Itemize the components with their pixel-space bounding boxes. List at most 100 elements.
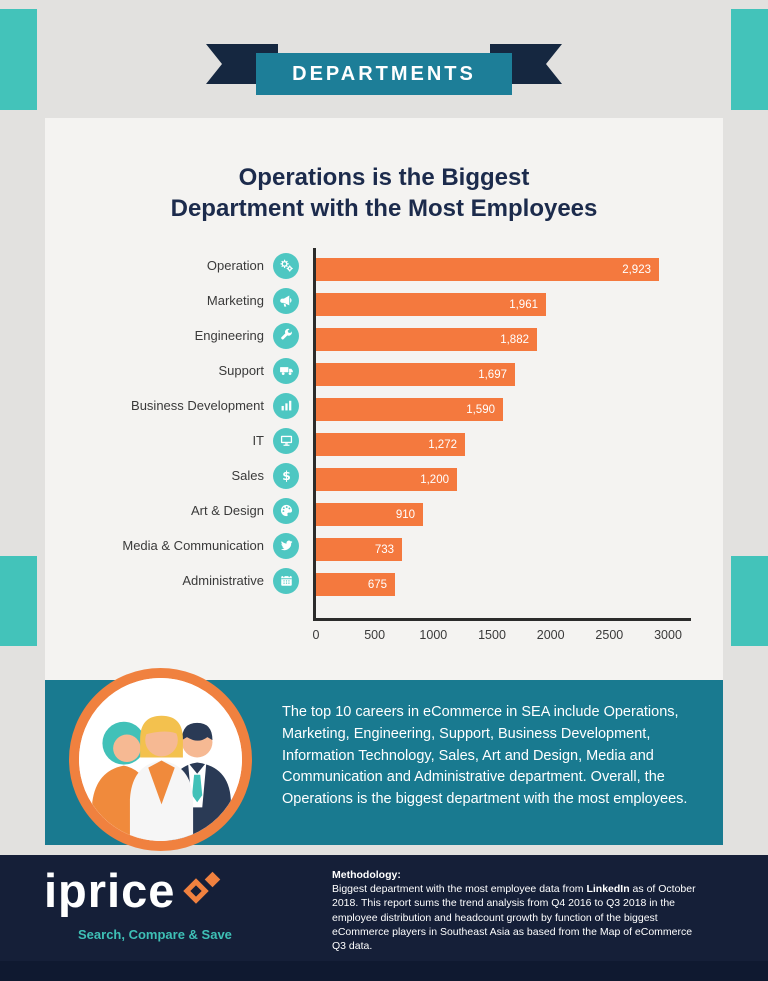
chart-category-row: Operation [77,248,313,283]
bar-row: 910 [316,497,691,532]
category-label: Art & Design [191,503,264,519]
methodology-label: Methodology: [332,869,401,881]
category-label: Administrative [182,573,264,589]
category-labels-column: Operation Marketing Engineering Support Busi… [77,248,313,621]
bar-value-label: 1,590 [466,403,495,416]
bar-value-label: 1,697 [478,368,507,381]
category-label: Support [218,363,264,379]
x-tick-label: 500 [364,628,386,643]
logo-diamond-dot [205,871,221,887]
bar: 1,882 [316,328,537,352]
chart-card: Operations is the Biggest Department wit… [45,118,723,851]
x-tick-label: 2000 [536,628,565,643]
tagline: Search, Compare & Save [78,927,232,942]
banner-title-box: DEPARTMENTS [256,53,512,95]
chart-title: Operations is the Biggest Department wit… [45,118,723,224]
summary-text: The top 10 careers in eCommerce in SEA i… [282,704,688,807]
category-label: Operation [206,258,264,274]
bar-value-label: 1,882 [500,333,529,346]
bar: 1,272 [316,433,465,457]
bar: 2,923 [316,258,659,282]
bar-chart-icon [273,392,299,419]
chart-category-row: Sales $ [77,458,313,493]
x-axis-ticks: 0 500 1000 1500 2000 2500 3000 [312,621,682,645]
logo-diamond-outline [183,877,210,904]
chart-plot-area: Operation Marketing Engineering Support Busi… [77,248,691,622]
bar-row: 1,272 [316,427,691,462]
chart-category-row: Business Development [77,388,313,423]
bar-row: 2,923 [316,252,691,287]
bar-value-label: 910 [395,508,415,521]
chart-title-line1: Operations is the Biggest [238,164,530,191]
truck-icon [273,357,299,384]
bar: 675 [316,573,395,597]
methodology: Methodology: Biggest department with the… [332,868,706,953]
x-tick-label: 3000 [654,628,682,643]
bar-row: 733 [316,532,691,567]
teal-accent-top-left [0,9,37,110]
departments-banner: DEPARTMENTS [206,44,562,102]
chart-category-row: Media & Communication [77,528,313,563]
gears-icon [273,252,299,279]
teal-accent-mid-left [0,556,37,646]
x-tick-label: 1000 [419,628,448,643]
category-label: Media & Communication [122,538,264,554]
x-tick-label: 1500 [478,628,506,643]
chart-category-row: Engineering [77,318,313,353]
iprice-logo: iprice [44,864,221,917]
x-axis: 0 500 1000 1500 2000 2500 3000 [312,621,691,645]
bar-value-label: 1,200 [420,473,449,486]
teal-accent-top-right [731,9,768,110]
footer: iprice Search, Compare & Save Methodolog… [0,855,768,981]
methodology-text: Biggest department with the most employe… [332,882,706,953]
chart-category-row: Administrative [77,563,313,598]
bar-value-label: 733 [374,543,394,556]
category-label: Marketing [206,293,264,309]
people-illustration-image [79,678,242,841]
twitter-icon [273,532,299,559]
bar-chart: Operation Marketing Engineering Support Busi… [77,248,691,645]
category-label: IT [252,433,264,449]
bars-column: 2,923 1,961 1,882 1,697 1,590 1,272 1,200 910 73… [313,248,691,622]
palette-icon [273,497,299,524]
bar-row: 1,697 [316,357,691,392]
bar: 1,590 [316,398,503,422]
bar-row: 675 [316,567,691,602]
iprice-logo-icon [183,871,221,909]
bar-value-label: 675 [367,578,387,591]
methodology-text-post: as of October 2018. This report sums the… [332,883,696,952]
teal-accent-mid-right [731,556,768,646]
category-label: Business Development [131,398,264,414]
bar: 1,961 [316,293,546,317]
bar-row: 1,200 [316,462,691,497]
x-tick-label: 2500 [595,628,624,643]
x-tick-label: 0 [312,628,320,643]
bar-value-label: 1,272 [428,438,457,451]
chart-category-row: Art & Design [77,493,313,528]
methodology-text-bold: LinkedIn [586,883,630,896]
chart-section: Operations is the Biggest Department wit… [45,118,723,680]
bar: 910 [316,503,423,527]
bar-value-label: 2,923 [622,263,651,276]
category-label: Sales [231,468,264,484]
chart-category-row: Marketing [77,283,313,318]
svg-text:$: $ [282,469,291,483]
methodology-text-pre: Biggest department with the most employe… [332,883,587,896]
summary-band: The top 10 careers in eCommerce in SEA i… [45,668,723,851]
chart-category-row: IT [77,423,313,458]
calendar-icon [273,567,299,594]
footer-bottom-strip [0,961,768,981]
people-illustration [69,668,252,851]
bar-row: 1,590 [316,392,691,427]
bar-row: 1,961 [316,287,691,322]
megaphone-icon [273,287,299,314]
bar: 733 [316,538,402,562]
dollar-icon: $ [273,462,299,489]
chart-category-row: Support [77,353,313,388]
bar-row: 1,882 [316,322,691,357]
banner-title: DEPARTMENTS [292,62,476,85]
iprice-logo-text: iprice [44,864,176,917]
category-label: Engineering [194,328,264,344]
wrench-icon [273,322,299,349]
